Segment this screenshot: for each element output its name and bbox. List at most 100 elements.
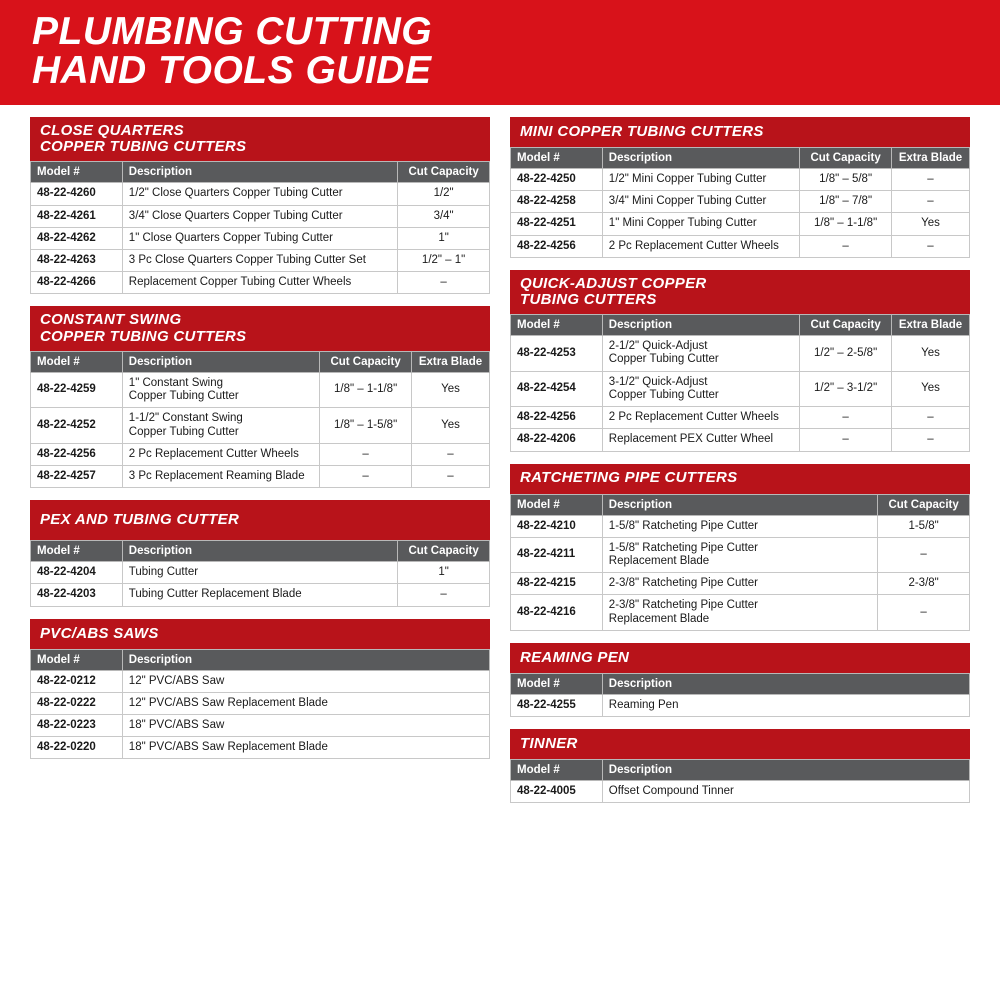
cell-description: 1-5/8" Ratcheting Pipe Cutter Replacemen… bbox=[602, 537, 877, 572]
cell-model: 48-22-0212 bbox=[31, 670, 123, 692]
cell-description: 1/2" Mini Copper Tubing Cutter bbox=[602, 169, 799, 191]
cell-cut_capacity: 1/2" – 1" bbox=[398, 250, 490, 272]
table-row: 48-22-42511" Mini Copper Tubing Cutter1/… bbox=[511, 213, 970, 235]
col-header-extra_blade: Extra Blade bbox=[891, 148, 969, 169]
col-header-cut_capacity: Cut Capacity bbox=[800, 148, 892, 169]
cell-description: Tubing Cutter Replacement Blade bbox=[122, 584, 397, 606]
table-row: 48-22-42162-3/8" Ratcheting Pipe Cutter … bbox=[511, 595, 970, 630]
cell-extra_blade: Yes bbox=[411, 372, 489, 407]
cell-model: 48-22-4261 bbox=[31, 205, 123, 227]
cell-model: 48-22-0223 bbox=[31, 715, 123, 737]
cell-description: 3/4" Mini Copper Tubing Cutter bbox=[602, 191, 799, 213]
product-table: Model #DescriptionCut Capacity48-22-4260… bbox=[30, 161, 490, 294]
section-title: CLOSE QUARTERS COPPER TUBING CUTTERS bbox=[30, 117, 490, 161]
cell-cut_capacity: – bbox=[800, 429, 892, 451]
section-title: PEX AND TUBING CUTTER bbox=[30, 500, 490, 540]
cell-description: 18" PVC/ABS Saw Replacement Blade bbox=[122, 737, 489, 759]
cell-cut_capacity: 1" bbox=[398, 227, 490, 249]
cell-cut_capacity: 1/8" – 1-5/8" bbox=[320, 408, 412, 443]
table-row: 48-22-42543-1/2" Quick-Adjust Copper Tub… bbox=[511, 371, 970, 406]
col-header-model: Model # bbox=[511, 673, 603, 694]
table-row: 48-22-4005Offset Compound Tinner bbox=[511, 781, 970, 803]
cell-model: 48-22-4253 bbox=[511, 336, 603, 371]
table-row: 48-22-022212" PVC/ABS Saw Replacement Bl… bbox=[31, 692, 490, 714]
section-quick_adjust: QUICK-ADJUST COPPER TUBING CUTTERSModel … bbox=[510, 270, 970, 452]
cell-description: 2-3/8" Ratcheting Pipe Cutter Replacemen… bbox=[602, 595, 877, 630]
col-header-description: Description bbox=[122, 351, 319, 372]
section-ratcheting: RATCHETING PIPE CUTTERSModel #Descriptio… bbox=[510, 464, 970, 631]
cell-description: 12" PVC/ABS Saw bbox=[122, 670, 489, 692]
table-row: 48-22-42152-3/8" Ratcheting Pipe Cutter2… bbox=[511, 573, 970, 595]
cell-description: 2-3/8" Ratcheting Pipe Cutter bbox=[602, 573, 877, 595]
section-tinner: TINNERModel #Description48-22-4005Offset… bbox=[510, 729, 970, 803]
cell-cut_capacity: 3/4" bbox=[398, 205, 490, 227]
cell-model: 48-22-4263 bbox=[31, 250, 123, 272]
section-title: CONSTANT SWING COPPER TUBING CUTTERS bbox=[30, 306, 490, 350]
table-row: 48-22-4203Tubing Cutter Replacement Blad… bbox=[31, 584, 490, 606]
cell-model: 48-22-4255 bbox=[511, 694, 603, 716]
cell-model: 48-22-4203 bbox=[31, 584, 123, 606]
col-header-extra_blade: Extra Blade bbox=[411, 351, 489, 372]
cell-model: 48-22-4256 bbox=[511, 407, 603, 429]
cell-cut_capacity: 1/2" bbox=[398, 183, 490, 205]
col-header-description: Description bbox=[602, 148, 799, 169]
cell-model: 48-22-4005 bbox=[511, 781, 603, 803]
col-header-description: Description bbox=[122, 649, 489, 670]
table-row: 48-22-42562 Pc Replacement Cutter Wheels… bbox=[511, 407, 970, 429]
cell-description: 1/2" Close Quarters Copper Tubing Cutter bbox=[122, 183, 397, 205]
col-header-model: Model # bbox=[31, 541, 123, 562]
cell-cut_capacity: 1" bbox=[398, 562, 490, 584]
table-row: 48-22-022018" PVC/ABS Saw Replacement Bl… bbox=[31, 737, 490, 759]
cell-model: 48-22-4251 bbox=[511, 213, 603, 235]
cell-description: 2 Pc Replacement Cutter Wheels bbox=[602, 407, 799, 429]
content-grid: CLOSE QUARTERS COPPER TUBING CUTTERSMode… bbox=[0, 105, 1000, 815]
product-table: Model #DescriptionCut Capacity48-22-4204… bbox=[30, 540, 490, 606]
product-table: Model #DescriptionCut CapacityExtra Blad… bbox=[510, 147, 970, 258]
cell-description: 3 Pc Close Quarters Copper Tubing Cutter… bbox=[122, 250, 397, 272]
cell-description: 12" PVC/ABS Saw Replacement Blade bbox=[122, 692, 489, 714]
col-header-description: Description bbox=[122, 541, 397, 562]
cell-model: 48-22-4254 bbox=[511, 371, 603, 406]
col-header-model: Model # bbox=[31, 162, 123, 183]
cell-description: 3/4" Close Quarters Copper Tubing Cutter bbox=[122, 205, 397, 227]
cell-description: 2 Pc Replacement Cutter Wheels bbox=[602, 235, 799, 257]
col-header-description: Description bbox=[602, 673, 969, 694]
cell-description: 1-1/2" Constant Swing Copper Tubing Cutt… bbox=[122, 408, 319, 443]
cell-extra_blade: – bbox=[891, 407, 969, 429]
section-reaming_pen: REAMING PENModel #Description48-22-4255R… bbox=[510, 643, 970, 717]
page-header: PLUMBING CUTTING HAND TOOLS GUIDE bbox=[0, 0, 1000, 105]
cell-extra_blade: – bbox=[891, 169, 969, 191]
cell-model: 48-22-0222 bbox=[31, 692, 123, 714]
col-header-cut_capacity: Cut Capacity bbox=[800, 315, 892, 336]
cell-cut_capacity: – bbox=[320, 443, 412, 465]
cell-description: 3-1/2" Quick-Adjust Copper Tubing Cutter bbox=[602, 371, 799, 406]
cell-model: 48-22-4204 bbox=[31, 562, 123, 584]
cell-model: 48-22-4260 bbox=[31, 183, 123, 205]
cell-description: 3 Pc Replacement Reaming Blade bbox=[122, 465, 319, 487]
cell-model: 48-22-4262 bbox=[31, 227, 123, 249]
cell-cut_capacity: 1/8" – 5/8" bbox=[800, 169, 892, 191]
table-row: 48-22-42621" Close Quarters Copper Tubin… bbox=[31, 227, 490, 249]
cell-extra_blade: Yes bbox=[891, 336, 969, 371]
cell-cut_capacity: 2-3/8" bbox=[878, 573, 970, 595]
cell-model: 48-22-4257 bbox=[31, 465, 123, 487]
cell-model: 48-22-0220 bbox=[31, 737, 123, 759]
table-row: 48-22-42562 Pc Replacement Cutter Wheels… bbox=[31, 443, 490, 465]
table-row: 48-22-42521-1/2" Constant Swing Copper T… bbox=[31, 408, 490, 443]
table-row: 48-22-42633 Pc Close Quarters Copper Tub… bbox=[31, 250, 490, 272]
cell-model: 48-22-4256 bbox=[511, 235, 603, 257]
cell-description: Offset Compound Tinner bbox=[602, 781, 969, 803]
table-row: 48-22-42562 Pc Replacement Cutter Wheels… bbox=[511, 235, 970, 257]
col-header-model: Model # bbox=[31, 649, 123, 670]
table-row: 48-22-4255Reaming Pen bbox=[511, 694, 970, 716]
table-row: 48-22-42101-5/8" Ratcheting Pipe Cutter1… bbox=[511, 515, 970, 537]
product-table: Model #DescriptionCut CapacityExtra Blad… bbox=[510, 314, 970, 451]
cell-description: 18" PVC/ABS Saw bbox=[122, 715, 489, 737]
table-row: 48-22-4266Replacement Copper Tubing Cutt… bbox=[31, 272, 490, 294]
col-header-model: Model # bbox=[511, 315, 603, 336]
table-row: 48-22-42591" Constant Swing Copper Tubin… bbox=[31, 372, 490, 407]
section-title: PVC/ABS SAWS bbox=[30, 619, 490, 649]
table-row: 48-22-022318" PVC/ABS Saw bbox=[31, 715, 490, 737]
section-pvc_abs: PVC/ABS SAWSModel #Description48-22-0212… bbox=[30, 619, 490, 760]
cell-cut_capacity: 1/8" – 1-1/8" bbox=[800, 213, 892, 235]
